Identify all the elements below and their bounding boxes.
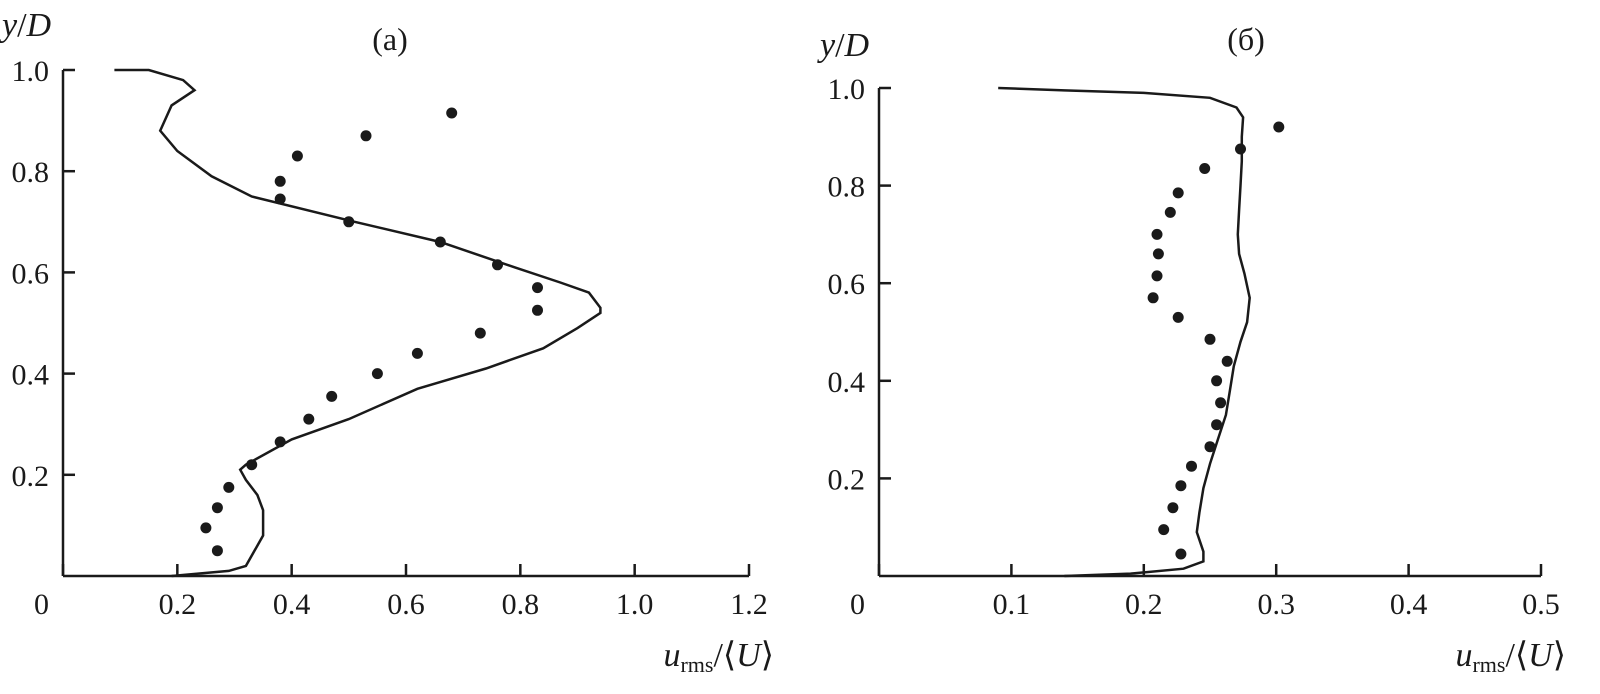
panel-a-data-point <box>274 175 286 187</box>
panel-a-xtick-label: 1.0 <box>616 588 654 621</box>
panel-a-data-point <box>411 347 423 359</box>
panel-b-data-point <box>1211 375 1223 387</box>
panel-a-xtick-label: 0.6 <box>387 588 425 621</box>
panel-b-points <box>1147 121 1285 560</box>
panel-b-data-point <box>1204 333 1216 345</box>
panel-a-data-point <box>532 282 543 294</box>
panel-a-xtick-label: 0.4 <box>273 588 311 621</box>
panel-b-ytick-label: 0.8 <box>828 171 866 204</box>
panel-a-data-point <box>223 481 235 493</box>
panel-b-data-point <box>1167 502 1179 514</box>
panel-a-data-point <box>532 304 543 316</box>
panel-a-title: (a) <box>372 21 408 57</box>
panel-b-data-point <box>1175 548 1187 560</box>
panel-a-ticks: 0 0.2 0.4 0.6 0.8 1.0 1.2 0.2 0.4 0.6 0.8 1.0 <box>12 55 768 621</box>
panel-b-data-point <box>1199 163 1211 174</box>
panel-a-data-point <box>211 545 223 557</box>
panel-b-data-point <box>1204 441 1216 453</box>
panel-a-ylabel: y/D <box>0 7 52 44</box>
panel-a-xtick-label: 0 <box>34 588 49 621</box>
panel-a-ytick-label: 0.6 <box>12 257 50 290</box>
panel-b-ylabel: y/D <box>817 27 870 64</box>
panel-a-data-point <box>274 193 286 205</box>
panel-b-xtick-label: 0.2 <box>1125 588 1163 621</box>
panel-b-ytick-label: 0.2 <box>828 463 866 496</box>
panel-b-ytick-label: 0.6 <box>828 268 866 301</box>
panel-b-data-point <box>1172 187 1184 199</box>
panel-b-data-point <box>1164 206 1176 218</box>
panel-a-data-point <box>200 522 212 534</box>
panel-b-xtick-label: 0.5 <box>1522 588 1560 621</box>
panel-b-data-point <box>1215 397 1227 409</box>
panel-b-xtick-label: 0.3 <box>1257 588 1295 621</box>
panel-a-data-point <box>343 216 355 228</box>
panel-a: (a) y/D urms/⟨U⟩ 0 0.2 0.4 0.6 0.8 1.0 1.20.20… <box>0 7 774 677</box>
panel-b-ytick-label: 1.0 <box>828 73 866 106</box>
panel-b-data-point <box>1158 524 1170 536</box>
panel-b-data-point <box>1151 228 1163 240</box>
panel-b-curve <box>998 86 1251 578</box>
panel-b-data-point <box>1186 460 1197 472</box>
panel-b-data-point <box>1172 311 1184 323</box>
panel-a-xtick-label: 1.2 <box>730 588 768 621</box>
panel-b-data-point <box>1235 143 1246 155</box>
panel-a-data-point <box>371 368 383 380</box>
panel-a-xtick-label: 0.2 <box>159 588 197 621</box>
panel-a-ytick-label: 0.4 <box>12 359 50 392</box>
panel-a-data-point <box>291 150 303 162</box>
panel-b-data-point <box>1175 480 1187 492</box>
panel-b-title: (б) <box>1227 21 1265 57</box>
panel-a-xlabel: urms/⟨U⟩ <box>663 637 774 677</box>
panel-a-data-point <box>434 236 446 248</box>
panel-a-data-point <box>246 459 258 471</box>
panel-a-data-point <box>303 413 315 425</box>
panel-a-data-point <box>211 502 223 514</box>
panel-b-xtick-label: 0 <box>850 588 865 621</box>
panel-b-data-point <box>1273 121 1285 133</box>
panel-b-data-point <box>1152 248 1164 260</box>
panel-a-data-point <box>474 327 486 339</box>
panel-a-ytick-label: 0.2 <box>12 460 50 493</box>
panel-a-data-point <box>492 259 503 271</box>
panel-a-ytick-label: 0.8 <box>12 156 50 189</box>
panel-b-data-point <box>1151 270 1163 282</box>
panel-a-data-point <box>326 390 338 402</box>
panel-b-xlabel: urms/⟨U⟩ <box>1455 637 1566 677</box>
panel-b: (б) y/D urms/⟨U⟩ 0 0.1 0.2 0.3 0.4 0.50.20.40… <box>817 21 1566 677</box>
panel-a-curve <box>114 68 602 578</box>
panel-a-data-point <box>446 107 458 119</box>
panel-a-data-point <box>360 130 372 142</box>
panel-b-data-point <box>1221 355 1233 367</box>
panel-b-ticks: 0 0.1 0.2 0.3 0.4 0.5 0.2 0.4 0.6 0.8 1.0 <box>828 73 1560 621</box>
panel-a-xtick-label: 0.8 <box>502 588 540 621</box>
panel-b-ytick-label: 0.4 <box>828 366 866 399</box>
panel-b-data-point <box>1211 419 1223 431</box>
panel-a-ytick-label: 1.0 <box>12 55 50 88</box>
panel-a-points <box>200 107 543 557</box>
panel-b-data-point <box>1147 292 1159 304</box>
panel-b-xtick-label: 0.1 <box>993 588 1031 621</box>
panel-a-data-point <box>274 436 286 448</box>
panel-b-xtick-label: 0.4 <box>1390 588 1428 621</box>
